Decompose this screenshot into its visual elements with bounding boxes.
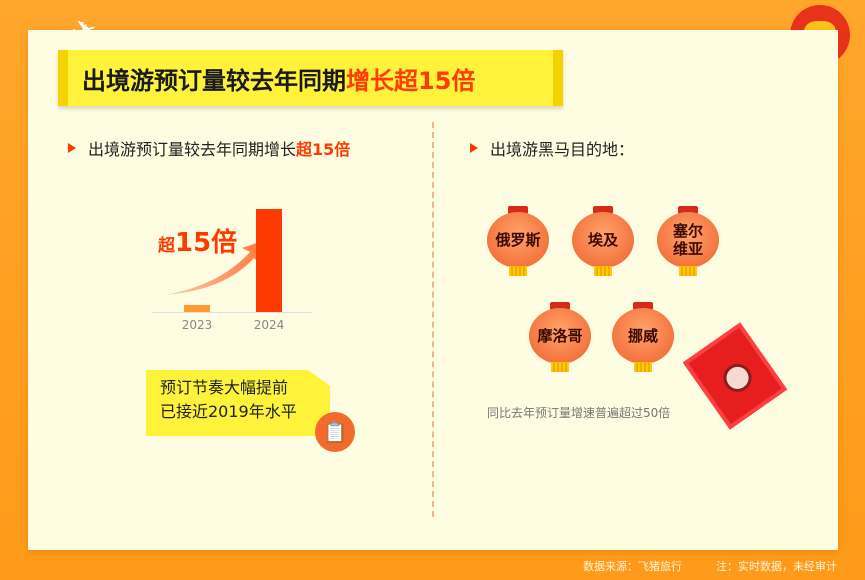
multiplier-prefix: 超 [158, 236, 175, 256]
right-heading: 出境游黑马目的地： [470, 136, 634, 160]
footer-note: 注：实时数据，未经审计 [716, 560, 837, 573]
x-axis [152, 312, 312, 313]
left-heading-highlight: 超15倍 [296, 140, 351, 159]
destination-label: 俄罗斯 [487, 212, 549, 268]
destination-label: 埃及 [572, 212, 634, 268]
bar-2024 [256, 209, 282, 312]
data-source: 数据来源：飞猪旅行 [583, 560, 682, 573]
lantern-destination: 俄罗斯 [487, 206, 549, 278]
callout-box: 预订节奏大幅提前 已接近2019年水平 [146, 370, 330, 436]
divider [432, 122, 434, 517]
right-heading-text: 出境游黑马目的地： [490, 140, 635, 159]
page-title: 出境游预订量较去年同期 增长超15倍 [58, 50, 563, 106]
title-main: 出境游预订量较去年同期 [82, 66, 346, 95]
callout-line-1: 预订节奏大幅提前 [160, 378, 289, 397]
lantern-destination: 埃及 [572, 206, 634, 278]
bullet-triangle-icon [470, 143, 478, 153]
bullet-triangle-icon [68, 143, 76, 153]
lantern-destination: 塞尔维亚 [657, 206, 719, 278]
x-tick-2024: 2024 [253, 318, 285, 332]
multiplier-annotation: 超15倍 [158, 222, 237, 259]
clipboard-check-icon: 📋 [315, 412, 355, 452]
bar-2023 [184, 305, 210, 312]
left-heading: 出境游预订量较去年同期增长 超15倍 [68, 136, 350, 160]
left-heading-text: 出境游预订量较去年同期增长 [88, 140, 297, 159]
destination-label: 塞尔维亚 [657, 212, 719, 268]
lantern-destination: 挪威 [612, 302, 674, 374]
title-highlight: 增长超15倍 [346, 66, 476, 95]
x-tick-2023: 2023 [181, 318, 213, 332]
multiplier-value: 15倍 [175, 228, 238, 258]
destination-label: 挪威 [612, 308, 674, 364]
destinations-note: 同比去年预订量增速普遍超过50倍 [487, 406, 671, 420]
destination-label: 摩洛哥 [529, 308, 591, 364]
growth-arrow-icon [165, 240, 265, 295]
lantern-destination: 摩洛哥 [529, 302, 591, 374]
callout-line-2: 已接近2019年水平 [160, 402, 297, 421]
